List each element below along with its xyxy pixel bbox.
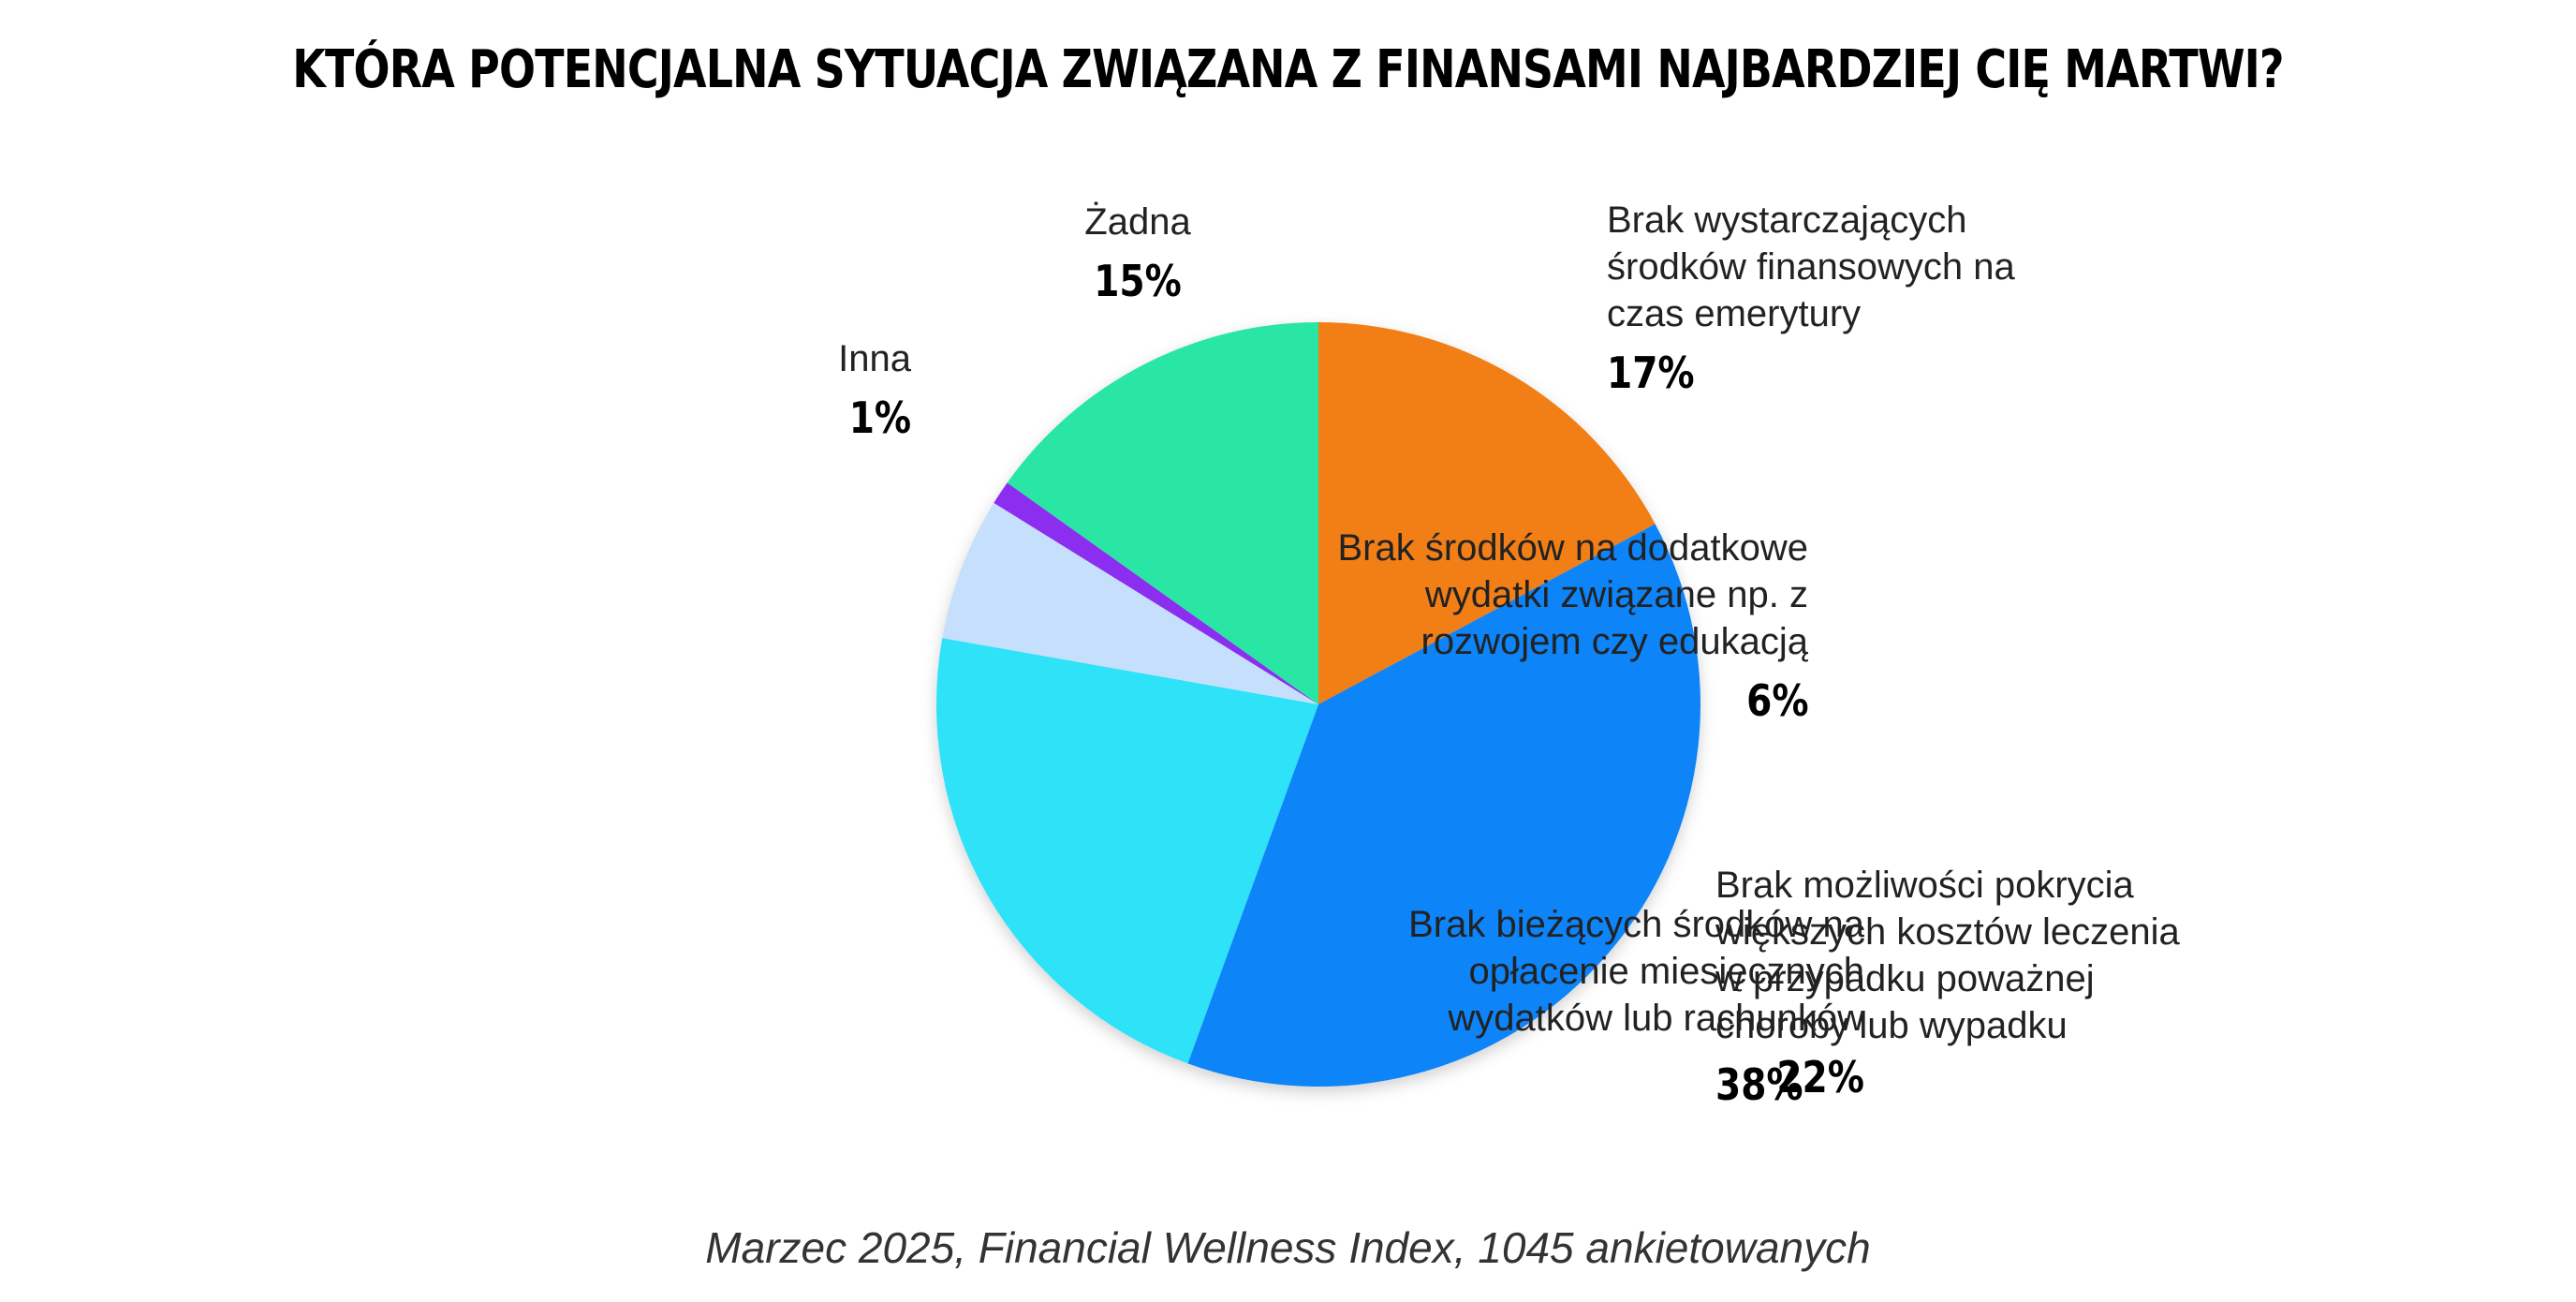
slice-label-retirement: Brak wystarczających środków finansowych…: [1607, 197, 2015, 401]
slice-label-text: Brak bieżących środków na opłacenie mies…: [1408, 904, 1864, 1039]
slice-percent: 1%: [848, 392, 911, 443]
slice-label-text: Brak środków na dodatkowe wydatki związa…: [1337, 527, 1809, 662]
slice-label-extra-expenses: Brak środków na dodatkowe wydatki związa…: [1338, 525, 1809, 729]
pie-slice-0: [1318, 322, 1656, 704]
pie-slice-4: [994, 482, 1318, 704]
slice-percent: 22%: [1776, 1052, 1864, 1102]
slice-percent: 17%: [1607, 348, 1695, 398]
slice-percent: 6%: [1745, 675, 1808, 726]
slice-percent: 15%: [1094, 256, 1182, 306]
pie-slice-5: [1007, 322, 1318, 704]
slice-label-medical-costs: Brak możliwości pokrycia większych koszt…: [1715, 862, 2180, 1113]
pie-slice-2: [936, 638, 1318, 1064]
slice-label-none: Żadna 15%: [1021, 199, 1255, 309]
slice-label-monthly-bills: Brak bieżących środków na opłacenie mies…: [1408, 901, 1864, 1105]
slice-label-text: Brak wystarczających środków finansowych…: [1607, 200, 2015, 334]
chart-title: KTÓRA POTENCJALNA SYTUACJA ZWIĄZANA Z FI…: [292, 39, 2284, 100]
slice-label-other: Inna 1%: [838, 335, 911, 446]
slice-percent: 38%: [1715, 1059, 1803, 1110]
slice-label-text: Inna: [838, 338, 911, 379]
pie-slice-3: [942, 502, 1318, 704]
slice-label-text: Żadna: [1084, 201, 1191, 243]
pie-slice-1: [1187, 524, 1700, 1087]
slice-label-text: Brak możliwości pokrycia większych koszt…: [1715, 865, 2180, 1046]
source-footnote: Marzec 2025, Financial Wellness Index, 1…: [705, 1223, 1871, 1272]
